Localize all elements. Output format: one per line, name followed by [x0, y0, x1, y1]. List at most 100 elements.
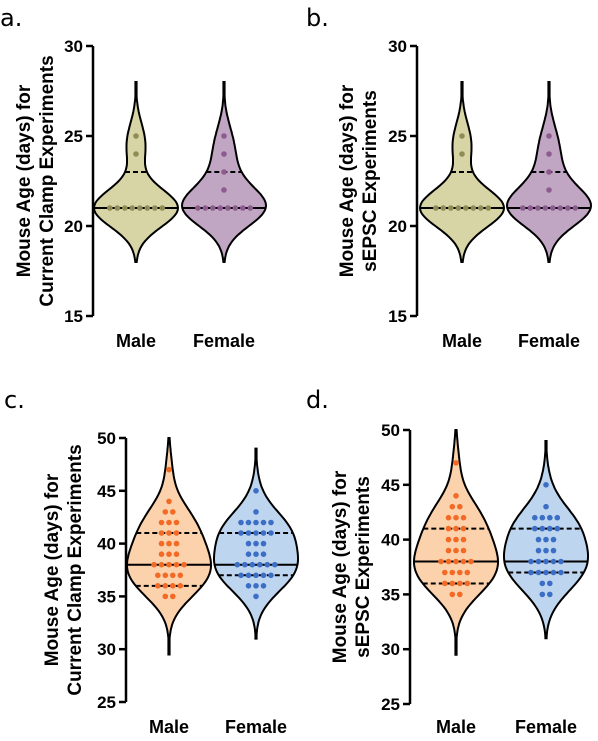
data-point: [565, 205, 571, 211]
data-point: [158, 530, 165, 536]
data-point: [166, 498, 172, 505]
panel-letter: a.: [0, 4, 22, 32]
data-point: [162, 509, 169, 515]
data-point: [253, 540, 259, 547]
data-point: [173, 561, 180, 568]
y-tick-label: 15: [388, 307, 407, 326]
data-point: [221, 169, 227, 175]
data-point: [260, 551, 267, 557]
data-point: [460, 536, 467, 543]
data-point: [210, 205, 216, 211]
y-tick-label: 30: [97, 640, 116, 659]
data-point: [166, 551, 172, 557]
data-point: [535, 558, 542, 565]
data-point: [459, 133, 465, 139]
data-point: [195, 205, 201, 211]
data-point: [166, 540, 172, 547]
y-tick-label: 30: [64, 37, 83, 56]
y-axis-label-line: Mouse Age (days) for: [14, 84, 35, 277]
data-point: [554, 525, 561, 532]
y-tick-label: 35: [97, 587, 116, 606]
data-point: [221, 151, 227, 157]
data-point: [453, 460, 459, 466]
data-point: [535, 536, 542, 543]
y-axis-label-line: Mouse Age (days) for: [42, 473, 63, 666]
data-point: [543, 503, 549, 510]
data-point: [558, 569, 564, 576]
data-point: [485, 205, 492, 211]
data-point: [547, 525, 553, 532]
data-point: [535, 547, 542, 554]
x-category-label: Male: [436, 717, 476, 737]
data-point: [543, 536, 549, 543]
data-point: [170, 509, 176, 515]
data-point: [520, 205, 526, 211]
data-point: [166, 561, 172, 568]
data-point: [532, 525, 538, 532]
data-point: [453, 547, 459, 554]
data-point: [253, 509, 259, 515]
data-point: [460, 514, 467, 521]
data-point: [245, 551, 252, 557]
data-point: [238, 519, 244, 526]
y-tick-label: 25: [64, 127, 83, 146]
data-point: [257, 561, 263, 568]
x-category-label: Female: [515, 717, 577, 737]
data-point: [162, 572, 169, 579]
y-tick-label: 15: [64, 307, 83, 326]
y-tick-label: 50: [381, 421, 400, 440]
data-point: [448, 205, 454, 211]
data-point: [158, 519, 165, 526]
data-point: [453, 525, 459, 532]
data-point: [460, 547, 467, 554]
y-tick-label: 45: [381, 476, 400, 495]
data-point: [528, 569, 534, 576]
data-point: [217, 205, 224, 211]
data-point: [114, 205, 121, 211]
data-point: [242, 561, 248, 568]
data-point: [457, 580, 463, 587]
data-point: [234, 561, 241, 568]
data-point: [155, 583, 161, 589]
y-axis-label-line: Mouse Age (days) for: [330, 470, 351, 663]
y-tick-label: 40: [381, 531, 400, 550]
data-point: [527, 205, 534, 211]
data-point: [547, 580, 553, 587]
data-point: [539, 514, 546, 521]
data-point: [260, 572, 267, 579]
y-tick-label: 45: [97, 482, 116, 501]
chart-panel-2: b. Mouse Age (days) for sEPSC Experiments 1…: [306, 4, 593, 351]
data-point: [170, 583, 176, 589]
data-point: [245, 540, 252, 547]
data-point: [449, 503, 456, 510]
data-point: [554, 514, 561, 521]
data-point: [238, 572, 244, 579]
data-point: [221, 187, 227, 193]
y-tick-label: 30: [381, 640, 400, 659]
data-point: [268, 519, 274, 526]
data-point: [453, 558, 459, 565]
data-point: [264, 561, 271, 568]
data-point: [162, 593, 169, 600]
data-point: [253, 551, 259, 557]
data-point: [539, 525, 546, 532]
data-point: [152, 205, 158, 211]
data-point: [546, 169, 552, 175]
y-axis-label-line: Current Clamp Experiments: [37, 55, 58, 306]
data-point: [245, 519, 252, 526]
data-point: [470, 205, 477, 211]
data-point: [253, 488, 259, 494]
data-point: [238, 530, 244, 536]
data-point: [532, 514, 538, 521]
x-category-label: Male: [116, 331, 156, 351]
y-axis-label-line: sEPSC Experiments: [360, 90, 381, 272]
data-point: [253, 593, 259, 600]
data-point: [158, 540, 165, 547]
y-tick-label: 25: [97, 693, 116, 712]
data-point: [268, 572, 274, 579]
data-point: [177, 583, 184, 589]
data-point: [547, 514, 553, 521]
y-tick-label: 25: [388, 127, 407, 146]
data-point: [253, 530, 259, 536]
